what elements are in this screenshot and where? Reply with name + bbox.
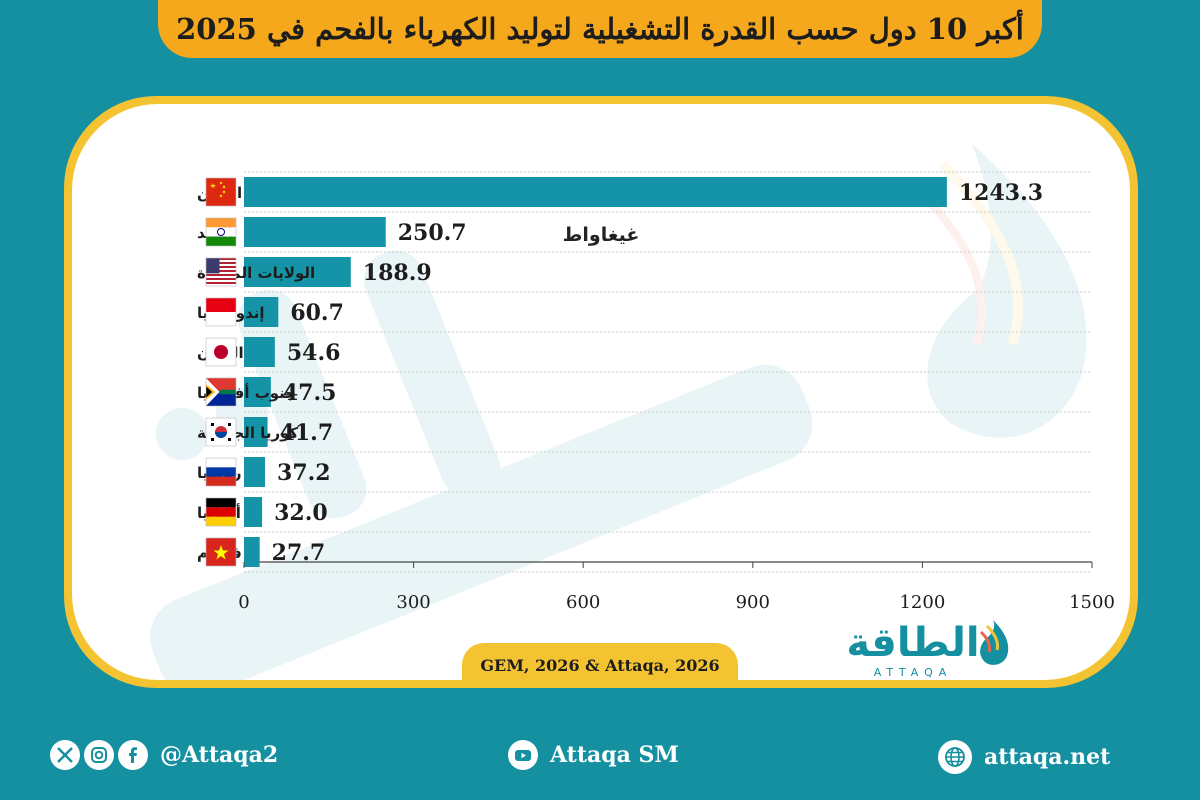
x-axis-ticks: 0 300 600 900 1200 1500 [238,562,1115,613]
flag-russia [205,457,237,487]
bar [244,457,266,487]
instagram-icon[interactable] [84,740,114,770]
flag-china [205,177,237,207]
data-label: 1243.3 [959,180,1043,206]
flag-indonesia [205,297,237,327]
tick-label: 300 [396,592,430,613]
flag-south-africa [205,377,237,407]
website-url[interactable]: attaqa.net [984,744,1111,770]
bar [244,257,351,287]
flag-india [205,217,237,247]
footer: @Attaqa2 Attaqa SM attaqa.net [0,730,1200,790]
data-label: 54.6 [287,340,341,366]
social-links: @Attaqa2 [50,740,278,770]
bar [244,417,268,447]
bar [244,377,271,407]
logo-arabic-text: الطاقة [846,620,979,666]
flag-usa [205,257,237,287]
tick-label: 1500 [1069,592,1115,613]
chart-title: أكبر 10 دول حسب القدرة التشغيلية لتوليد … [176,12,1024,46]
social-handle[interactable]: @Attaqa2 [160,742,279,768]
grid-lines [244,171,1092,573]
data-label: 188.9 [363,260,432,286]
bar [244,177,947,207]
title-banner: أكبر 10 دول حسب القدرة التشغيلية لتوليد … [158,0,1042,58]
flag-vietnam [205,537,237,567]
bar [244,297,279,327]
data-label: 47.5 [283,380,337,406]
value-labels: 1243.3 250.7 188.9 60.7 54.6 47.5 41.7 37.2 32.0… [272,180,1043,566]
attaqa-logo: الطاقة ATTAQA [846,620,1009,679]
flag-japan [205,337,237,367]
data-label: 41.7 [280,420,334,446]
website-link[interactable]: attaqa.net [938,740,1110,774]
x-icon[interactable] [50,740,80,770]
globe-icon[interactable] [938,740,972,774]
data-label: 37.2 [277,460,331,486]
flag-germany [205,497,237,527]
bars [244,177,947,567]
data-label: 250.7 [398,220,467,246]
tick-label: 600 [566,592,600,613]
tick-label: 1200 [899,592,945,613]
flags [205,177,237,567]
source-tab: GEM, 2026 & Attaqa, 2026 [462,643,738,687]
tick-label: 900 [736,592,770,613]
tick-label: 0 [238,592,249,613]
watermark-logo [150,144,1087,680]
youtube-link[interactable]: Attaqa SM [508,740,679,770]
youtube-channel[interactable]: Attaqa SM [550,742,679,768]
data-label: 60.7 [290,300,344,326]
bar [244,337,275,367]
facebook-icon[interactable] [118,740,148,770]
axis-unit-label: غيغاواط [562,224,640,246]
youtube-icon[interactable] [508,740,538,770]
bar [244,537,260,567]
source-text: GEM, 2026 & Attaqa, 2026 [480,655,720,675]
flag-south-korea [205,417,237,447]
data-label: 27.7 [272,540,326,566]
bar [244,497,263,527]
bar [244,217,386,247]
data-label: 32.0 [274,500,328,526]
logo-latin-text: ATTAQA [874,666,953,679]
